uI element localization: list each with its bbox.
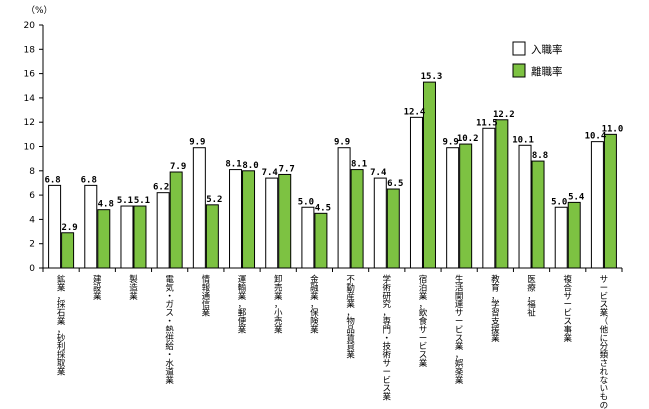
category-label: 不動産業，物品賃貸業 (346, 275, 355, 361)
bar-hiring-3 (156, 192, 170, 269)
y-tick-label: 6 (29, 191, 35, 201)
bar-hiring-12 (482, 127, 496, 269)
category-label: 生活関連サービス業，娯楽業 (455, 274, 464, 386)
bar-separation-3 (169, 171, 183, 269)
data-label: 6.8 (81, 175, 97, 185)
y-tick-label: 14 (24, 94, 36, 104)
bar-hiring-10 (409, 116, 423, 269)
legend-label-hiring: 入職率 (531, 43, 563, 56)
y-tick-label: 0 (29, 264, 35, 274)
data-label: 11.0 (602, 124, 624, 134)
bar-separation-12 (495, 119, 509, 269)
data-label: 7.4 (370, 168, 387, 178)
data-label: 7.7 (279, 164, 295, 174)
data-label: 4.5 (315, 203, 331, 213)
bar-separation-5 (242, 170, 256, 269)
data-label: 9.9 (334, 138, 350, 148)
data-label: 12.4 (404, 107, 426, 117)
category-label: 建設業 (93, 274, 102, 302)
data-label: 8.0 (242, 161, 258, 171)
data-label: 6.2 (153, 183, 169, 193)
bar-separation-8 (350, 169, 364, 269)
bar-separation-15 (603, 133, 617, 269)
data-label: 5.0 (298, 197, 314, 207)
category-label: 情報通信業 (202, 274, 211, 319)
bar-separation-11 (459, 143, 473, 269)
bar-separation-13 (531, 160, 545, 269)
data-label: 9.9 (443, 138, 459, 148)
data-label: 8.1 (351, 160, 367, 170)
y-tick-label: 4 (29, 215, 35, 225)
bar-hiring-15 (590, 141, 604, 269)
y-tick-label: 8 (29, 167, 35, 177)
data-label: 9.9 (189, 138, 205, 148)
data-label: 5.2 (206, 195, 222, 205)
bar-hiring-11 (446, 147, 460, 269)
bar-hiring-2 (120, 205, 134, 269)
data-label: 5.4 (568, 192, 585, 202)
data-label: 10.1 (512, 135, 534, 145)
y-tick-label: 10 (24, 143, 36, 153)
bar-separation-0 (61, 232, 75, 269)
bar-separation-14 (567, 201, 581, 269)
data-label: 10.2 (457, 134, 479, 144)
data-label: 8.1 (225, 160, 241, 170)
data-label: 15.3 (421, 72, 443, 82)
y-axis-unit-label: （%） (26, 5, 53, 16)
bar-separation-4 (205, 204, 219, 269)
legend-swatch-separation (512, 63, 526, 78)
y-tick-label: 2 (29, 240, 35, 250)
category-label: 宿泊業，飲食サービス業 (419, 274, 428, 369)
bar-separation-1 (97, 209, 111, 269)
data-label: 8.8 (532, 151, 548, 161)
bar-hiring-7 (301, 206, 315, 269)
category-label: 鉱業，採石業，砂利採取業 (57, 274, 66, 377)
bar-separation-9 (386, 188, 400, 269)
bar-hiring-5 (229, 169, 243, 269)
bar-hiring-13 (518, 144, 532, 269)
data-label: 7.9 (170, 162, 186, 172)
category-label: サービス業（他に分類されないもの） (600, 275, 609, 409)
data-label: 10.4 (585, 132, 607, 142)
category-label: 金融業，保険業 (310, 274, 319, 335)
data-label: 4.8 (98, 200, 114, 210)
category-label: 卸売業，小売業 (274, 274, 283, 335)
data-label: 7.4 (262, 168, 279, 178)
data-label: 11.5 (476, 118, 498, 128)
bar-hiring-9 (373, 177, 387, 269)
data-label: 6.5 (387, 179, 403, 189)
category-label: 学術研究，専門・技術サービス業 (383, 274, 392, 403)
y-tick-label: 16 (24, 70, 36, 80)
y-tick-label: 12 (24, 118, 35, 128)
data-label: 6.8 (44, 175, 60, 185)
bar-separation-10 (422, 81, 436, 269)
data-label: 5.1 (134, 196, 150, 206)
bar-hiring-1 (84, 184, 98, 269)
bar-separation-7 (314, 212, 328, 269)
category-label: 製造業 (129, 274, 138, 302)
legend-label-separation: 離職率 (531, 65, 563, 78)
category-label: 運輸業，郵便業 (238, 275, 247, 335)
bar-hiring-4 (192, 147, 206, 269)
bar-separation-6 (278, 173, 292, 269)
bar-hiring-14 (554, 206, 568, 269)
category-label: 複合サービス事業 (563, 274, 572, 344)
data-label: 2.9 (61, 223, 77, 233)
category-label: 電気・ガス・熱供給・水道業 (165, 275, 174, 386)
bar-hiring-8 (337, 147, 351, 269)
bar-hiring-6 (265, 177, 279, 269)
category-label: 教育，学習支援業 (491, 274, 500, 344)
category-label: 医療，福祉 (527, 275, 536, 319)
data-label: 12.2 (493, 110, 515, 120)
bar-separation-2 (133, 205, 147, 269)
y-tick-label: 20 (24, 21, 36, 31)
y-tick-label: 18 (24, 45, 36, 55)
legend-swatch-hiring (512, 41, 526, 56)
data-label: 5.0 (551, 197, 567, 207)
bar-hiring-0 (48, 184, 62, 269)
data-label: 5.1 (117, 196, 133, 206)
